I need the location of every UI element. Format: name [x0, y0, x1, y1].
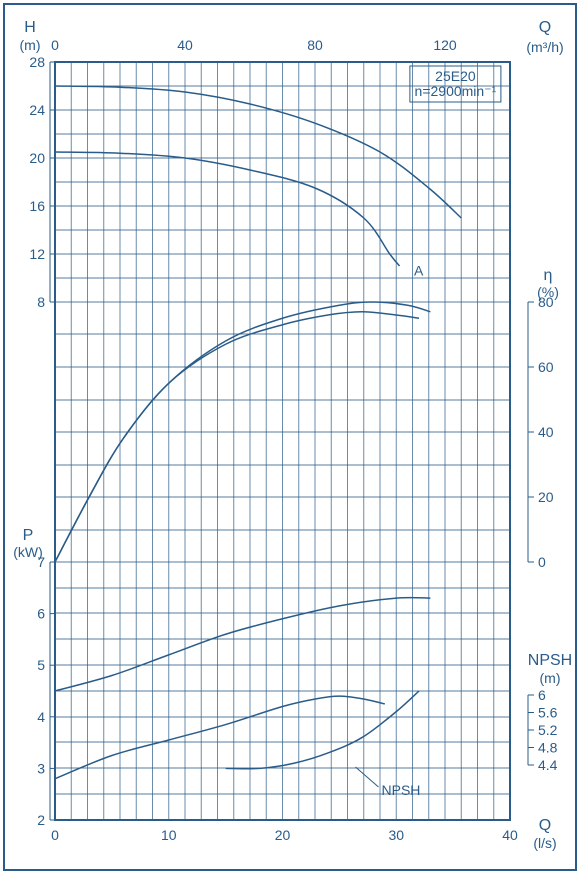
bottom-axis-unit: (l/s) [533, 835, 556, 851]
h-tick-label: 12 [29, 246, 45, 262]
npsh-tick-label: 5.6 [538, 705, 558, 721]
eta-axis-title: η [544, 267, 553, 284]
p-axis-unit: (kW) [13, 544, 43, 560]
curve-label-NPSH: NPSH [382, 782, 421, 798]
curve-label-H_lower: A [414, 263, 424, 279]
curve-eta_lower [55, 312, 419, 562]
npsh-axis-unit: (m) [540, 670, 561, 686]
h-tick-label: 20 [29, 150, 45, 166]
h-axis-unit: (m) [20, 37, 41, 53]
top-axis-title: Q [539, 19, 551, 36]
top-tick-label: 40 [177, 37, 193, 53]
curve-P_lower [55, 696, 385, 779]
bottom-tick-label: 0 [51, 827, 59, 843]
curve-P_upper [55, 598, 430, 691]
curve-NPSH [226, 691, 419, 769]
npsh-tick-label: 4.4 [538, 757, 558, 773]
info-line-1: 25E20 [435, 68, 476, 84]
curve-H_upper [55, 86, 461, 218]
bottom-tick-label: 20 [275, 827, 291, 843]
npsh-tick-label: 4.8 [538, 740, 558, 756]
npsh-axis-title: NPSH [528, 652, 572, 669]
eta-tick-label: 40 [538, 424, 554, 440]
h-axis-title: H [24, 19, 36, 36]
top-tick-label: 0 [51, 37, 59, 53]
npsh-tick-label: 6 [538, 687, 546, 703]
h-tick-label: 24 [29, 102, 45, 118]
bottom-tick-label: 10 [161, 827, 177, 843]
eta-tick-label: 60 [538, 359, 554, 375]
p-tick-label: 5 [37, 657, 45, 673]
h-tick-label: 28 [29, 54, 45, 70]
eta-axis-unit: (%) [537, 284, 559, 300]
info-line-2: n=2900min⁻¹ [415, 83, 497, 99]
p-tick-label: 2 [37, 812, 45, 828]
pump-curve-chart: 04080120Q(m³/h)010203040Q(l/s)8121620242… [0, 0, 580, 874]
h-tick-label: 16 [29, 198, 45, 214]
top-axis-unit: (m³/h) [526, 39, 563, 55]
p-tick-label: 3 [37, 760, 45, 776]
p-axis-title: P [23, 527, 34, 544]
eta-tick-label: 0 [538, 554, 546, 570]
bottom-axis-title: Q [539, 817, 551, 834]
p-tick-label: 4 [37, 709, 45, 725]
eta-tick-label: 20 [538, 489, 554, 505]
top-tick-label: 80 [307, 37, 323, 53]
npsh-tick-label: 5.2 [538, 722, 558, 738]
h-tick-label: 8 [37, 294, 45, 310]
top-tick-label: 120 [433, 37, 457, 53]
bottom-tick-label: 30 [388, 827, 404, 843]
npsh-leader [356, 767, 379, 787]
bottom-tick-label: 40 [502, 827, 518, 843]
p-tick-label: 6 [37, 606, 45, 622]
